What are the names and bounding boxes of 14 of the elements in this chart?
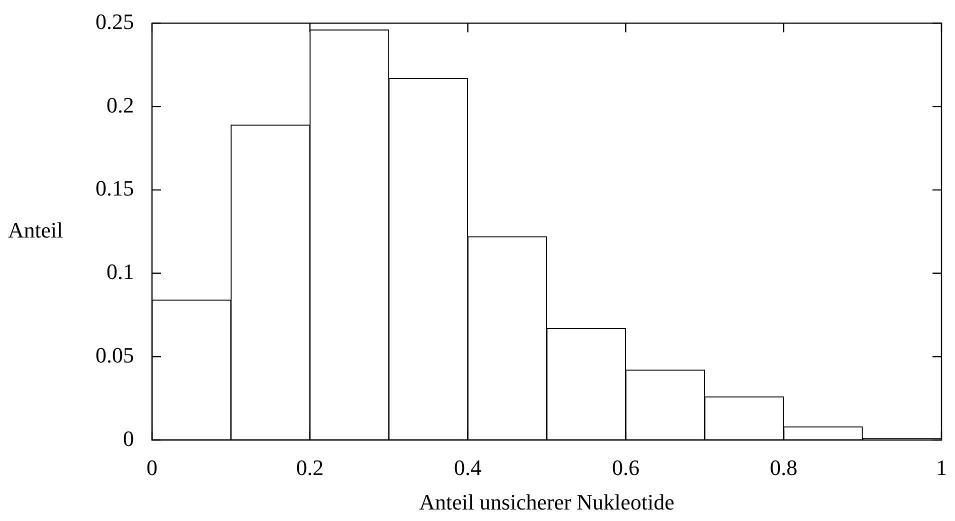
x-tick-label: 0.8 <box>770 454 798 480</box>
y-tick-label: 0.2 <box>106 92 134 118</box>
x-tick-label: 1 <box>936 454 947 480</box>
x-tick-label: 0.4 <box>454 454 482 480</box>
y-tick-label: 0.25 <box>96 8 134 34</box>
y-axis-title: Anteil <box>8 217 63 242</box>
y-tick-label: 0.1 <box>106 259 134 284</box>
x-axis-title: Anteil unsicherer Nukleotide <box>419 490 674 515</box>
x-tick-label: 0.2 <box>296 454 324 480</box>
x-tick-label: 0.6 <box>612 454 640 480</box>
y-tick-label: 0.05 <box>96 342 134 368</box>
y-tick-label: 0.15 <box>96 176 134 201</box>
x-tick-label: 0 <box>146 454 158 480</box>
y-tick-label: 0 <box>123 426 134 451</box>
